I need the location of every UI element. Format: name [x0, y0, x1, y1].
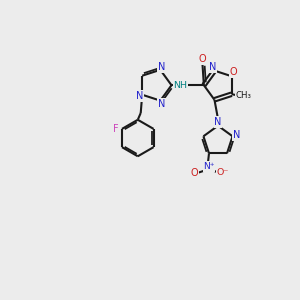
Text: N⁺: N⁺: [203, 162, 215, 171]
Text: O: O: [190, 167, 198, 178]
Text: CH₃: CH₃: [236, 91, 252, 100]
Text: O: O: [199, 54, 206, 64]
Text: N: N: [209, 62, 217, 72]
Text: O: O: [230, 68, 238, 77]
Text: NH: NH: [173, 81, 187, 90]
Text: N: N: [214, 117, 222, 127]
Text: F: F: [113, 124, 118, 134]
Text: O⁻: O⁻: [217, 168, 229, 177]
Text: N: N: [158, 62, 166, 72]
Text: N: N: [136, 91, 143, 101]
Text: N: N: [233, 130, 240, 140]
Text: N: N: [158, 99, 166, 109]
